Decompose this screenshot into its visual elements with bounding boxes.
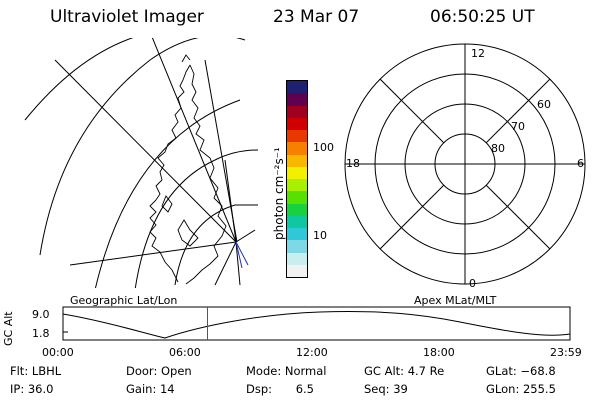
ip-label: IP:: [10, 382, 25, 396]
mlt-label-right: 6: [577, 157, 584, 170]
door-value: Open: [160, 364, 192, 378]
grid-line: [214, 241, 237, 286]
altitude-axis-label: GC Alt: [2, 311, 15, 346]
colorbar-segment: [287, 93, 307, 106]
mlt-meridian: [485, 78, 551, 144]
colorbar-unit-label: photon cm⁻²s⁻¹: [272, 147, 286, 240]
mlt-label-top: 12: [471, 47, 485, 60]
time-tick-label: 23:59: [550, 346, 582, 359]
dsp-label: Dsp:: [246, 382, 273, 396]
coastline: [161, 195, 173, 213]
colorbar-segment: [287, 154, 307, 167]
coastline: [185, 64, 227, 285]
altitude-max-label: 9.0: [32, 308, 50, 321]
colorbar-tick-100: 100: [313, 141, 334, 154]
glon-label: GLon:: [486, 382, 520, 396]
time-tick-label: 00:00: [42, 346, 74, 359]
time-tick-label: 06:00: [169, 346, 201, 359]
colorbar-segment: [287, 252, 307, 265]
mlt-label-left: 18: [346, 157, 360, 170]
grid-line: [235, 229, 256, 243]
flt-value: LBHL: [31, 364, 62, 378]
coastline: [177, 219, 199, 247]
grid-line: [235, 241, 241, 286]
gain-value: 14: [159, 382, 175, 396]
observation-time: 06:50:25 UT: [430, 7, 535, 27]
apex-projection-label: Apex MLat/MLT: [414, 294, 497, 307]
grid-line: [54, 59, 237, 243]
mlat-label: 60: [537, 98, 551, 111]
mode-value: Normal: [284, 364, 327, 378]
glat-value: −68.8: [520, 364, 556, 378]
grid-line: [39, 38, 246, 256]
direction-tick: [235, 241, 243, 269]
colorbar-segment: [287, 117, 307, 130]
altitude-plot-frame: [62, 306, 571, 341]
grid-line: [174, 204, 258, 286]
mlt-meridian: [379, 184, 445, 250]
grid-line: [134, 149, 259, 288]
colorbar-segment: [287, 264, 307, 277]
direction-tick: [235, 241, 249, 266]
grid-line: [151, 38, 237, 243]
mode-label: Mode:: [246, 364, 282, 378]
colorbar-segment: [287, 215, 307, 228]
time-tick-label: 12:00: [296, 346, 328, 359]
mlat-label: 70: [511, 120, 525, 133]
ip-value: 36.0: [27, 382, 54, 396]
altitude-plot: [62, 306, 571, 341]
geographic-map: [24, 38, 259, 288]
glat-label: GLat:: [486, 364, 517, 378]
altitude-curve: [62, 310, 571, 339]
door-label: Door:: [126, 364, 158, 378]
colorbar-segment: [287, 142, 307, 155]
colorbar-segment: [287, 240, 307, 253]
colorbar-segment: [287, 81, 307, 94]
mlt-meridian: [485, 184, 551, 250]
geographic-projection-label: Geographic Lat/Lon: [70, 294, 178, 307]
mlt-label-bottom: 0: [469, 277, 476, 290]
grid-line: [69, 241, 237, 266]
colorbar-segment: [287, 179, 307, 192]
seq-value: 39: [393, 382, 408, 396]
colorbar-segment: [287, 166, 307, 179]
gain-label: Gain:: [126, 382, 157, 396]
polar-mlt-plot: [344, 43, 586, 285]
colorbar-tick-10: 10: [313, 229, 327, 242]
coastline: [181, 54, 191, 63]
colorbar: [286, 80, 308, 278]
glon-value: 255.5: [522, 382, 556, 396]
seq-label: Seq:: [364, 382, 390, 396]
mlt-meridian: [379, 78, 445, 144]
colorbar-segment: [287, 191, 307, 204]
colorbar-segment: [287, 228, 307, 241]
colorbar-segment: [287, 203, 307, 216]
observation-date: 23 Mar 07: [273, 7, 360, 27]
time-tick-label: 18:00: [423, 346, 455, 359]
colorbar-segment: [287, 130, 307, 143]
mlat-label: 80: [491, 142, 505, 155]
instrument-title: Ultraviolet Imager: [50, 7, 204, 27]
grid-line: [24, 38, 134, 121]
grid-line: [224, 159, 237, 243]
dsp-value: 6.5: [295, 382, 314, 396]
gc-alt-label: GC Alt:: [364, 364, 405, 378]
gc-alt-value: 4.7 Re: [407, 364, 445, 378]
colorbar-segment: [287, 105, 307, 118]
grid-line: [94, 99, 241, 288]
flt-label: Flt:: [10, 364, 29, 378]
coastline: [149, 64, 191, 283]
altitude-min-label: 1.8: [32, 327, 50, 340]
